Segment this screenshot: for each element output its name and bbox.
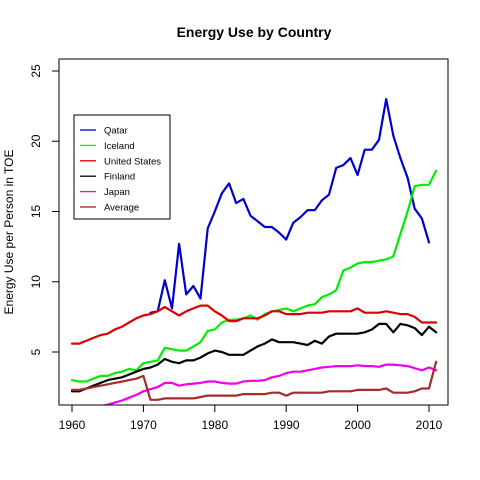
series-line-finland <box>70 322 438 393</box>
x-tick-label: 1980 <box>201 418 228 432</box>
series-line-united-states <box>70 304 438 345</box>
y-tick-label: 20 <box>29 134 43 148</box>
axis-layer: 1960 1970 1980 1990 2000 2010 5 10 15 20 25 <box>29 64 443 432</box>
y-tick-label: 10 <box>29 275 43 289</box>
y-axis-label: Energy Use per Person in TOE <box>2 150 16 315</box>
x-tick-label: 1990 <box>273 418 300 432</box>
legend-label: Average <box>104 203 139 214</box>
x-tick-label: 2010 <box>416 418 443 432</box>
legend: Qatar Iceland United States Finland Japan Ave… <box>73 114 171 220</box>
series-line-average <box>70 360 438 401</box>
legend-box <box>73 114 171 220</box>
legend-label: Qatar <box>104 126 128 137</box>
series-line-japan <box>100 363 438 405</box>
y-tick-label: 25 <box>29 64 43 78</box>
legend-label: United States <box>104 156 161 167</box>
y-tick-label: 15 <box>29 205 43 219</box>
series-line-qatar <box>149 97 431 314</box>
chart-title: Energy Use by Country <box>177 24 332 40</box>
legend-label: Iceland <box>104 141 135 152</box>
legend-label: Japan <box>104 187 130 198</box>
x-tick-label: 1970 <box>130 418 157 432</box>
x-tick-label: 2000 <box>344 418 371 432</box>
y-tick-label: 5 <box>29 348 43 355</box>
x-tick-label: 1960 <box>59 418 86 432</box>
series-layer <box>70 97 438 405</box>
legend-label: Finland <box>104 172 135 183</box>
